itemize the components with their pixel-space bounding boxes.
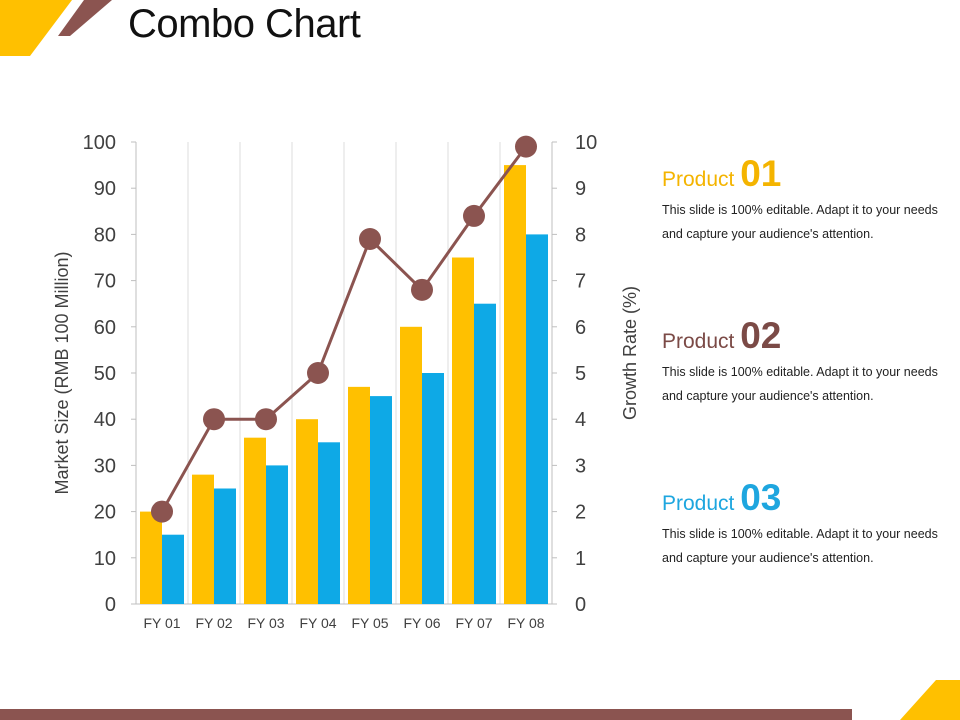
bar-series-2 [266, 465, 288, 604]
product-2-description: This slide is 100% editable. Adapt it to… [662, 365, 938, 403]
x-tick-label: FY 07 [455, 615, 492, 631]
x-tick-label: FY 08 [507, 615, 544, 631]
bar-series-2 [318, 442, 340, 604]
product-1-label: Product [662, 168, 735, 191]
x-tick-label: FY 01 [143, 615, 180, 631]
y-tick-label: 40 [94, 409, 116, 431]
top-left-accent [0, 0, 112, 56]
y2-tick-label: 9 [575, 178, 586, 200]
product-3-heading: Product 03 [662, 477, 952, 522]
y2-tick-label: 6 [575, 317, 586, 339]
product-1-number: 01 [740, 153, 782, 194]
page-title: Combo Chart [128, 2, 361, 46]
product-2-label: Product [662, 330, 735, 353]
bar-series-1 [452, 257, 474, 604]
bar-series-1 [400, 326, 422, 604]
y2-tick-label: 4 [575, 409, 586, 431]
bar-series-2 [422, 373, 444, 604]
x-tick-label: FY 03 [247, 615, 284, 631]
x-tick-label: FY 06 [403, 615, 440, 631]
line-point [151, 500, 173, 523]
combo-chart: 0 10 20 30 40 50 60 70 80 90 100 0 1 2 3 4 5 6 7 8 9 10 FY 01 F… [52, 132, 640, 631]
product-2-number: 02 [740, 315, 782, 356]
y-tick-label: 60 [94, 317, 116, 339]
y-tick-label: 100 [83, 132, 116, 154]
bottom-right-yellow-shape [900, 680, 960, 720]
bar-series-1 [244, 437, 266, 604]
bar-series-1 [348, 386, 370, 604]
bar-series-1 [504, 165, 526, 604]
y-tick-label: 80 [94, 224, 116, 246]
bar-series-1 [140, 511, 162, 604]
product-1-block: Product 01 This slide is 100% editable. … [662, 153, 952, 246]
x-tick-label: FY 05 [351, 615, 388, 631]
line-point [255, 408, 277, 431]
yellow-corner-shape [0, 0, 72, 56]
y2-tick-label: 8 [575, 224, 586, 246]
y-tick-label: 10 [94, 548, 116, 570]
y2-tick-label: 2 [575, 502, 586, 524]
brown-stripe-shape [58, 0, 112, 36]
product-3-block: Product 03 This slide is 100% editable. … [662, 477, 952, 570]
y-tick-label: 0 [105, 594, 116, 616]
x-tick-label: FY 02 [195, 615, 232, 631]
y2-tick-label: 0 [575, 594, 586, 616]
bar-series-2 [526, 234, 548, 604]
y2-axis-title: Growth Rate (%) [620, 286, 640, 420]
y2-tick-label: 3 [575, 455, 586, 477]
product-2-block: Product 02 This slide is 100% editable. … [662, 315, 952, 408]
x-tick-label: FY 04 [299, 615, 336, 631]
bar-series-2 [162, 534, 184, 604]
line-point [359, 228, 381, 251]
product-3-description: This slide is 100% editable. Adapt it to… [662, 527, 938, 565]
y-tick-label: 30 [94, 455, 116, 477]
product-3-label: Product [662, 492, 735, 515]
bottom-accent [0, 680, 960, 720]
y2-tick-label: 7 [575, 271, 586, 293]
bottom-brown-bar [0, 709, 852, 720]
bar-series-2 [474, 303, 496, 604]
product-1-description: This slide is 100% editable. Adapt it to… [662, 203, 938, 241]
y-tick-label: 90 [94, 178, 116, 200]
y2-tick-label: 5 [575, 363, 586, 385]
y2-tick-label: 10 [575, 132, 597, 154]
y-axis-title: Market Size (RMB 100 Million) [52, 251, 72, 494]
line-point [307, 362, 329, 384]
product-3-number: 03 [740, 477, 782, 518]
line-point [203, 408, 225, 431]
line-point [411, 278, 433, 301]
product-2-heading: Product 02 [662, 315, 952, 360]
line-point [463, 204, 485, 227]
line-point [515, 135, 537, 158]
y-tick-label: 20 [94, 502, 116, 524]
product-1-heading: Product 01 [662, 153, 952, 198]
bar-series-1 [296, 419, 318, 604]
y-tick-label: 70 [94, 271, 116, 293]
y2-tick-label: 1 [575, 548, 586, 570]
bar-series-1 [192, 474, 214, 604]
y-tick-label: 50 [94, 363, 116, 385]
bar-series-2 [370, 396, 392, 604]
bar-series-2 [214, 488, 236, 604]
